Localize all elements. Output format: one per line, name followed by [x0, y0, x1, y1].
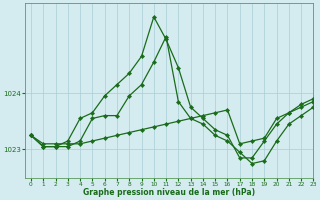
X-axis label: Graphe pression niveau de la mer (hPa): Graphe pression niveau de la mer (hPa) — [83, 188, 255, 197]
